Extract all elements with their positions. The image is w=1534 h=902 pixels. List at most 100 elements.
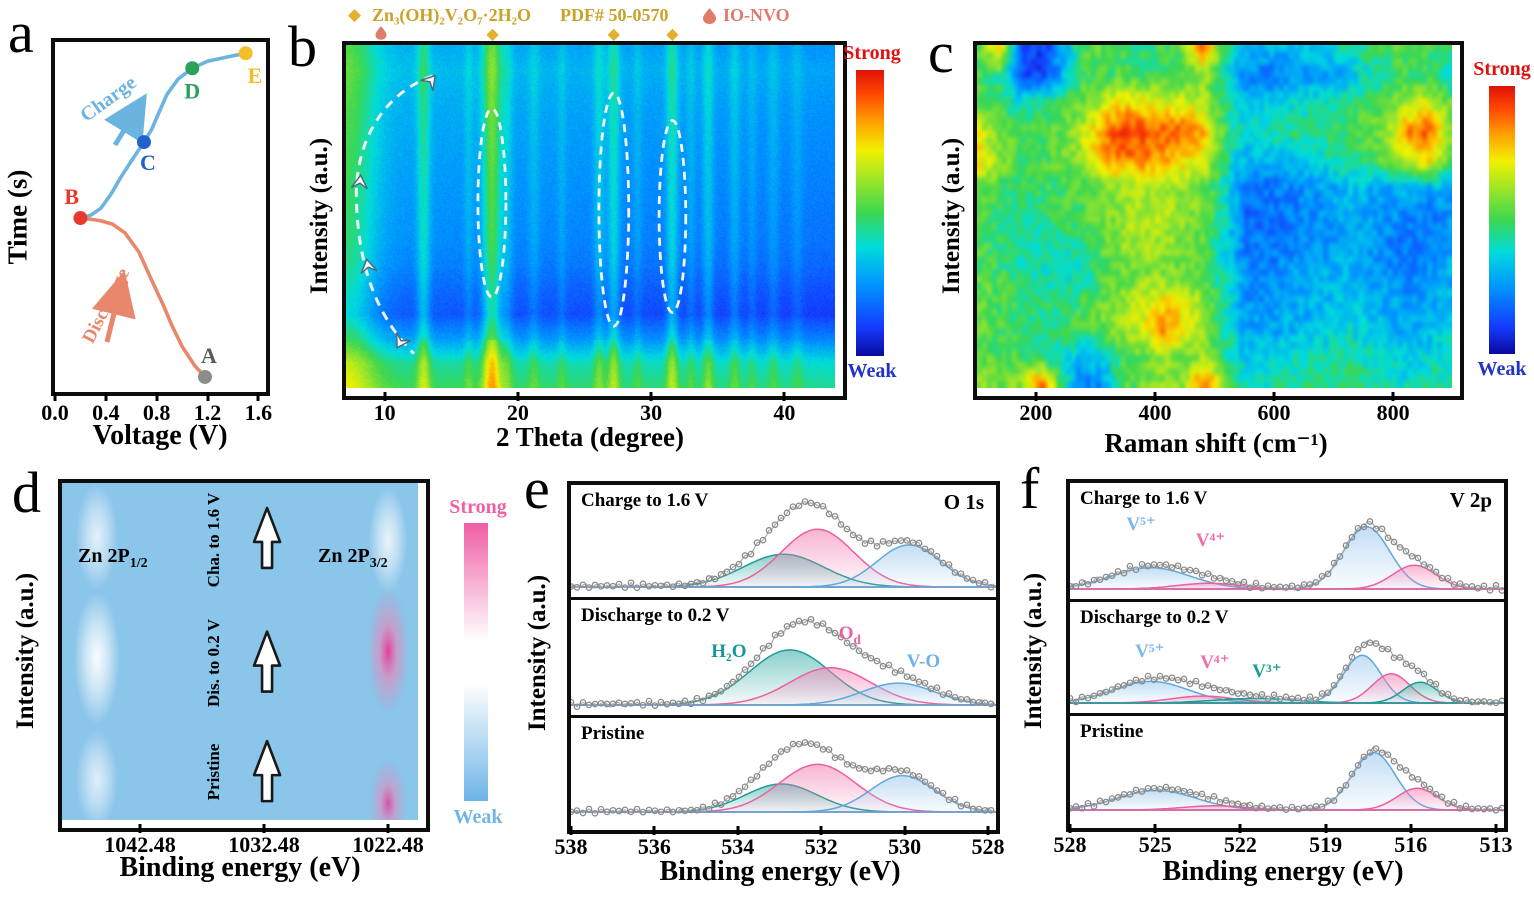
data-point-marker	[717, 571, 725, 578]
legend-pdf-label: PDF# 50-0570	[560, 5, 669, 25]
blue-fit-peak	[571, 682, 996, 706]
data-point-marker	[1312, 579, 1320, 586]
x-tick-mark	[1034, 392, 1038, 401]
data-point-marker	[957, 570, 965, 578]
data-point-marker	[585, 584, 593, 591]
data-point-marker	[603, 582, 611, 589]
data-point-marker	[1324, 689, 1332, 697]
data-point-marker	[1414, 667, 1422, 675]
data-point-marker	[1408, 552, 1416, 560]
data-point-marker	[1480, 582, 1488, 590]
data-point-marker	[819, 620, 827, 627]
panel-f-x-axis-label: Binding energy (eV)	[1162, 856, 1404, 887]
data-point-marker	[801, 498, 809, 505]
data-point-marker	[621, 806, 629, 814]
data-point-marker	[1468, 583, 1476, 590]
data-point-marker	[861, 540, 869, 547]
data-point-marker	[909, 674, 917, 682]
data-point-marker	[945, 796, 953, 804]
state-point-E	[238, 46, 253, 61]
panel-c-colorbar	[1489, 86, 1515, 354]
data-point-marker	[1330, 559, 1338, 567]
data-point-marker	[885, 540, 893, 547]
data-point-marker	[591, 581, 599, 589]
data-point-marker	[1204, 682, 1212, 689]
arc-chevron-icon	[360, 258, 378, 275]
data-point-marker	[1126, 791, 1134, 798]
data-point-marker	[945, 690, 953, 697]
data-point-marker	[825, 510, 833, 518]
data-point-marker	[1384, 751, 1392, 759]
data-point-marker	[1186, 566, 1194, 574]
v4-peak-label: V⁴⁺	[1195, 530, 1226, 552]
data-point-marker	[1192, 567, 1200, 575]
x-tick-mark	[155, 392, 159, 401]
data-point-marker	[1450, 695, 1458, 702]
state-point-label: D	[184, 78, 200, 103]
raman-contour-plot	[973, 41, 1464, 400]
v2p-charge-subpanel: Charge to 1.6 V V 2p V⁵⁺ V⁴⁺	[1070, 483, 1504, 599]
data-point-marker	[1444, 690, 1452, 698]
data-point-marker	[657, 808, 665, 816]
data-point-marker	[1144, 562, 1152, 570]
data-point-marker	[1234, 690, 1242, 697]
data-point-marker	[639, 580, 647, 588]
data-point-marker	[1108, 686, 1116, 693]
data-point-marker	[915, 678, 923, 686]
data-point-marker	[1468, 805, 1476, 813]
data-point-marker	[1300, 804, 1308, 812]
teal-fit-peak	[571, 553, 996, 588]
peak-shift-ellipse	[657, 119, 688, 314]
spectra-chart	[1070, 745, 1504, 814]
charge-curve	[78, 51, 248, 220]
data-point-marker	[717, 801, 725, 808]
data-point-marker	[1114, 683, 1122, 690]
data-point-marker	[1228, 577, 1236, 585]
x-tick-mark	[782, 392, 786, 401]
panel-d-letter: d	[12, 460, 41, 525]
data-point-marker	[1198, 790, 1206, 798]
data-point-marker	[1408, 774, 1416, 781]
data-point-marker	[621, 584, 629, 591]
data-point-marker	[951, 569, 959, 576]
peak-shift-arc	[354, 74, 434, 355]
data-point-marker	[873, 657, 881, 665]
data-point-marker	[1498, 697, 1504, 705]
diamond-marker-icon: ◆	[607, 26, 620, 43]
v2p-discharge-label: Discharge to 0.2 V	[1080, 607, 1229, 628]
zn2p-xps-map-overlay	[252, 506, 282, 803]
o1s-corner-label: O 1s	[943, 490, 984, 514]
panel-b-y-axis-label: Intensity (a.u.)	[306, 137, 333, 295]
data-point-marker	[879, 538, 887, 545]
data-point-marker	[813, 501, 821, 509]
data-point-marker	[987, 700, 995, 708]
data-point-marker	[1294, 805, 1302, 813]
cha-arrow-label: Cha. to 1.6 V	[204, 492, 223, 588]
data-point-marker	[1426, 785, 1434, 793]
pink-fit-peak	[1070, 564, 1504, 590]
blue-fit-peak	[1070, 566, 1504, 590]
data-point-marker	[861, 651, 869, 659]
data-point-marker	[1126, 679, 1134, 687]
data-point-marker	[759, 536, 767, 544]
panel-b-colorbar	[856, 70, 884, 356]
data-point-marker	[729, 793, 737, 800]
data-point-marker	[795, 740, 803, 748]
data-point-marker	[909, 772, 917, 779]
data-point-marker	[753, 654, 761, 662]
arc-chevron-icon	[396, 332, 411, 349]
x-tick-mark	[138, 824, 142, 833]
x-tick-label: 538	[554, 834, 588, 859]
data-point-marker	[945, 561, 953, 568]
data-point-marker	[843, 639, 851, 647]
data-point-marker	[663, 581, 671, 589]
pink-fit-peak	[1070, 787, 1504, 811]
data-point-marker	[933, 787, 941, 794]
data-point-marker	[1318, 690, 1326, 697]
data-point-marker	[729, 563, 737, 571]
data-point-marker	[1192, 677, 1200, 685]
data-point-marker	[621, 700, 629, 708]
data-point-marker	[801, 618, 809, 626]
